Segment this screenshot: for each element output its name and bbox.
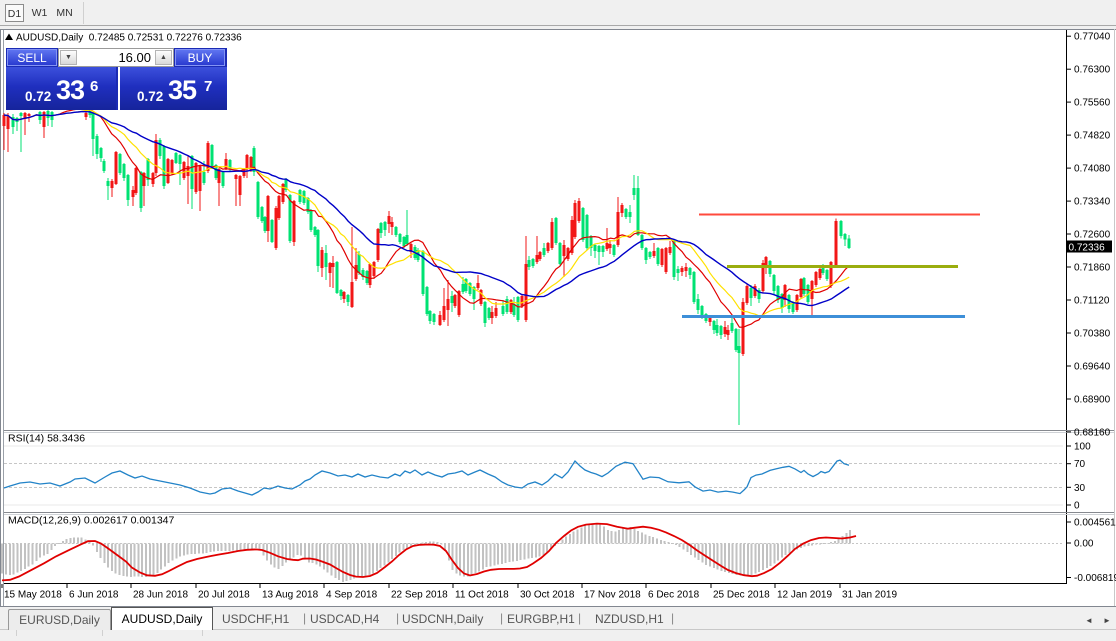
svg-text:17 Nov 2018: 17 Nov 2018: [584, 590, 641, 601]
svg-text:0.74080: 0.74080: [1074, 164, 1111, 175]
svg-text:0.71120: 0.71120: [1074, 296, 1110, 307]
svg-text:12 Jan 2019: 12 Jan 2019: [777, 590, 832, 601]
svg-text:13 Aug 2018: 13 Aug 2018: [262, 590, 319, 601]
svg-text:AUDUSD,Daily 0.72485 0.72531: AUDUSD,Daily 0.72485 0.72531 0.72276 0.7…: [16, 33, 242, 44]
svg-text:4 Sep 2018: 4 Sep 2018: [326, 590, 378, 601]
svg-text:MACD(12,26,9) 0.002617 0.00134: MACD(12,26,9) 0.002617 0.001347: [8, 515, 175, 527]
svg-text:0.71860: 0.71860: [1074, 263, 1111, 274]
svg-text:0.72336: 0.72336: [1069, 242, 1106, 253]
svg-text:RSI(14) 58.3436: RSI(14) 58.3436: [8, 433, 85, 445]
svg-text:0.76300: 0.76300: [1074, 65, 1111, 76]
svg-text:0.74820: 0.74820: [1074, 131, 1111, 142]
svg-text:15 May 2018: 15 May 2018: [4, 590, 62, 601]
svg-text:30: 30: [1074, 483, 1086, 494]
svg-text:0.73340: 0.73340: [1074, 197, 1111, 208]
svg-text:6 Jun 2018: 6 Jun 2018: [69, 590, 119, 601]
svg-text:0.70380: 0.70380: [1074, 329, 1111, 340]
svg-text:11 Oct 2018: 11 Oct 2018: [455, 590, 509, 601]
svg-text:28 Jun 2018: 28 Jun 2018: [133, 590, 188, 601]
svg-text:0.68900: 0.68900: [1074, 395, 1111, 406]
svg-text:0: 0: [1074, 501, 1080, 512]
svg-text:30 Oct 2018: 30 Oct 2018: [520, 590, 575, 601]
svg-text:0.69640: 0.69640: [1074, 362, 1111, 373]
svg-text:-0.006819: -0.006819: [1074, 573, 1116, 584]
svg-text:0.77040: 0.77040: [1074, 32, 1111, 43]
svg-text:0.68160: 0.68160: [1074, 427, 1111, 438]
svg-text:20 Jul 2018: 20 Jul 2018: [198, 590, 250, 601]
svg-text:100: 100: [1074, 442, 1091, 453]
svg-text:0.00: 0.00: [1074, 539, 1094, 550]
svg-text:0.004561: 0.004561: [1074, 518, 1116, 529]
svg-text:31 Jan 2019: 31 Jan 2019: [842, 590, 897, 601]
svg-text:0.72600: 0.72600: [1074, 230, 1111, 241]
svg-text:25 Dec 2018: 25 Dec 2018: [713, 590, 770, 601]
svg-text:6 Dec 2018: 6 Dec 2018: [648, 590, 700, 601]
svg-text:22 Sep 2018: 22 Sep 2018: [391, 590, 448, 601]
svg-text:70: 70: [1074, 459, 1086, 470]
svg-text:0.75560: 0.75560: [1074, 98, 1111, 109]
